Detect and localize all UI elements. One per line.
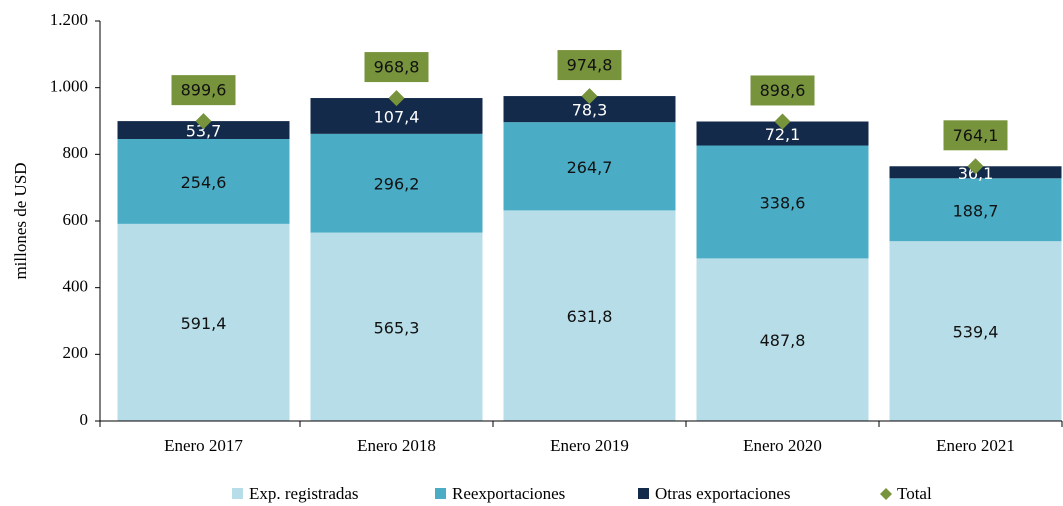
- data-label: 631,8: [567, 307, 613, 326]
- total-label-box: [557, 50, 622, 81]
- total-marker: [388, 90, 405, 107]
- bar-segment: [503, 122, 676, 211]
- total-label: 899,6: [181, 81, 227, 100]
- data-label: 565,3: [374, 318, 420, 337]
- x-tick-label: Enero 2017: [164, 436, 243, 455]
- data-label: 539,4: [953, 323, 999, 342]
- bar-segment: [117, 139, 290, 224]
- total-marker: [967, 158, 984, 175]
- y-axis-title: millones de USD: [11, 162, 30, 279]
- bar-segment: [117, 223, 290, 421]
- data-label: 591,4: [181, 314, 227, 333]
- total-label: 898,6: [760, 81, 806, 100]
- data-label: 264,7: [567, 158, 613, 177]
- x-tick-label: Enero 2020: [743, 436, 822, 455]
- legend-label: Exp. registradas: [249, 484, 359, 503]
- data-label: 53,7: [186, 122, 222, 141]
- data-label: 188,7: [953, 201, 999, 220]
- x-tick-label: Enero 2019: [550, 436, 629, 455]
- legend-swatch: [232, 488, 243, 499]
- bar-segment: [310, 232, 483, 421]
- bar-segment: [696, 258, 869, 421]
- x-tick-label: Enero 2018: [357, 436, 436, 455]
- total-label: 968,8: [374, 58, 420, 77]
- legend-swatch: [435, 488, 446, 499]
- total-label-box: [171, 75, 236, 106]
- data-label: 72,1: [765, 125, 801, 144]
- total-label-box: [750, 75, 815, 106]
- bar-segment: [503, 210, 676, 421]
- total-label-box: [364, 52, 429, 83]
- data-label: 254,6: [181, 173, 227, 192]
- bar-segment: [696, 145, 869, 259]
- total-label: 764,1: [953, 126, 999, 145]
- legend-label: Otras exportaciones: [655, 484, 790, 503]
- y-tick-label: 1.000: [50, 77, 88, 96]
- data-label: 338,6: [760, 193, 806, 212]
- total-label: 974,8: [567, 56, 613, 75]
- legend-label: Reexportaciones: [452, 484, 565, 503]
- legend-swatch: [638, 488, 649, 499]
- y-tick-label: 1.200: [50, 10, 88, 29]
- bar-segment: [889, 241, 1062, 421]
- bar-segment: [310, 133, 483, 233]
- legend-label: Total: [897, 484, 932, 503]
- y-tick-label: 600: [63, 210, 89, 229]
- total-marker: [581, 88, 598, 105]
- total-label-box: [943, 120, 1008, 151]
- bar-segment: [889, 178, 1062, 242]
- bar-segment: [117, 121, 290, 139]
- data-label: 487,8: [760, 331, 806, 350]
- x-tick-label: Enero 2021: [936, 436, 1015, 455]
- total-marker: [195, 113, 212, 130]
- legend-swatch: [880, 488, 892, 500]
- y-tick-label: 400: [63, 277, 89, 296]
- y-tick-label: 0: [80, 410, 89, 429]
- total-marker: [774, 113, 791, 130]
- y-tick-label: 200: [63, 343, 89, 362]
- data-label: 107,4: [374, 107, 420, 126]
- y-tick-label: 800: [63, 143, 89, 162]
- data-label: 78,3: [572, 101, 608, 120]
- data-label: 296,2: [374, 175, 420, 194]
